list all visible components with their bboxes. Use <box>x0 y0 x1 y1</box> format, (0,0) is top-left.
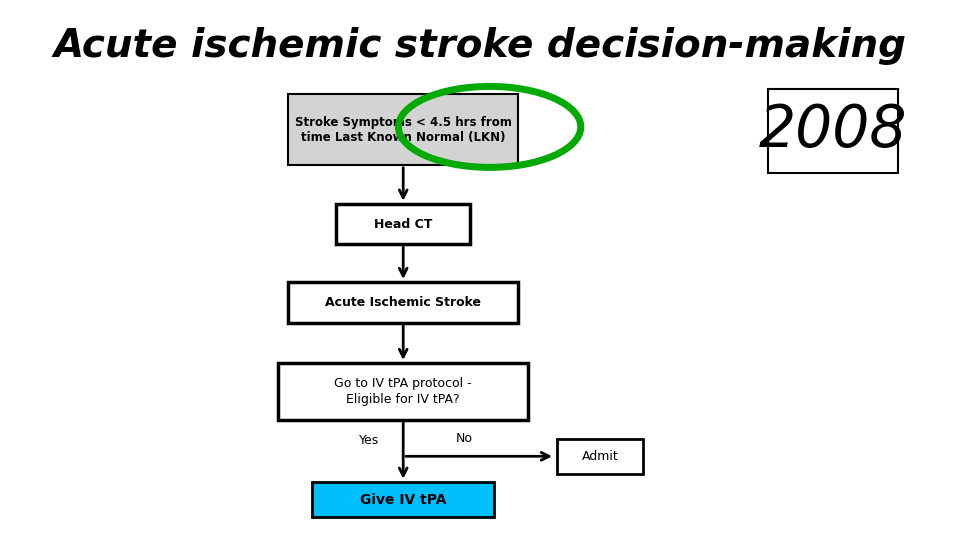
FancyBboxPatch shape <box>312 482 494 517</box>
FancyBboxPatch shape <box>336 204 470 244</box>
FancyBboxPatch shape <box>768 89 898 173</box>
Text: Go to IV tPA protocol -
Eligible for IV tPA?: Go to IV tPA protocol - Eligible for IV … <box>334 377 472 406</box>
Text: Admit: Admit <box>582 450 618 463</box>
FancyBboxPatch shape <box>557 438 643 474</box>
Text: No: No <box>456 433 473 446</box>
FancyBboxPatch shape <box>288 282 518 322</box>
FancyBboxPatch shape <box>288 94 518 165</box>
Text: Acute ischemic stroke decision-making: Acute ischemic stroke decision-making <box>54 27 906 65</box>
Text: Yes: Yes <box>359 434 379 447</box>
Text: Stroke Symptoms < 4.5 hrs from
time Last Known Normal (LKN): Stroke Symptoms < 4.5 hrs from time Last… <box>295 116 512 144</box>
Text: Head CT: Head CT <box>374 218 432 231</box>
Text: Give IV tPA: Give IV tPA <box>360 492 446 507</box>
Text: Acute Ischemic Stroke: Acute Ischemic Stroke <box>325 296 481 309</box>
FancyBboxPatch shape <box>278 363 528 420</box>
Text: 2008: 2008 <box>758 102 907 159</box>
